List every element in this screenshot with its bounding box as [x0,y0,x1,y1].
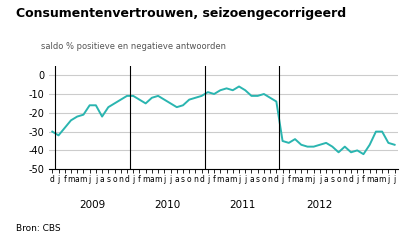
Text: saldo % positieve en negatieve antwoorden: saldo % positieve en negatieve antwoorde… [41,42,225,51]
Text: Consumentenvertrouwen, seizoengecorrigeerd: Consumentenvertrouwen, seizoengecorrigee… [16,7,346,20]
Text: 2010: 2010 [154,200,180,210]
Text: 2009: 2009 [79,200,106,210]
Text: 2012: 2012 [306,200,332,210]
Text: 2011: 2011 [228,200,255,210]
Text: Bron: CBS: Bron: CBS [16,224,61,233]
